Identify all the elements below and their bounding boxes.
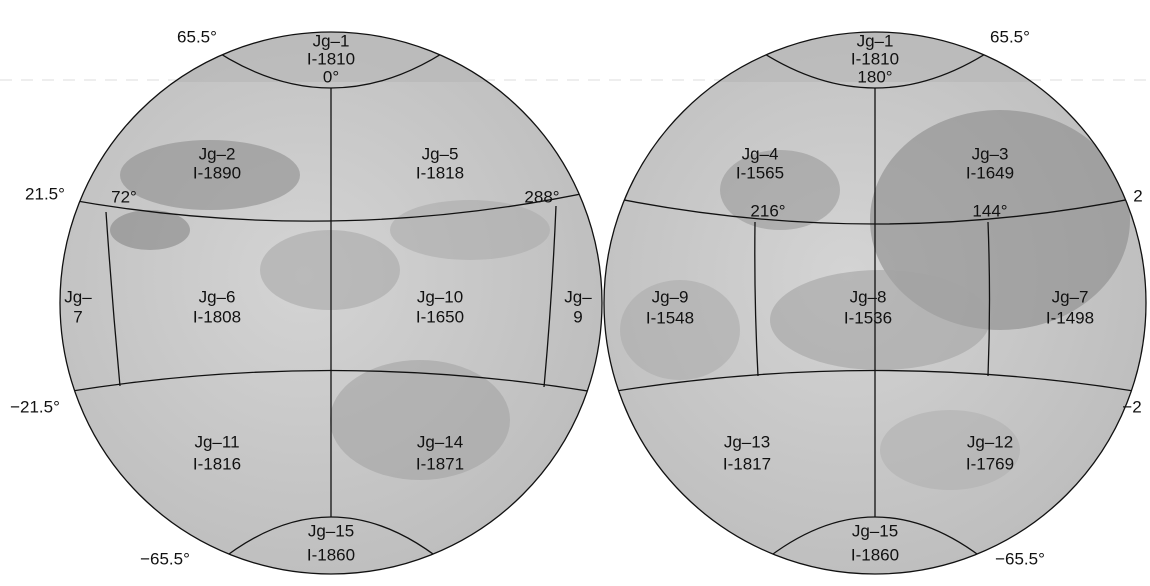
- quadrangle-label: I-1649: [966, 163, 1014, 182]
- quadrangle-label: Jg–3: [972, 144, 1009, 163]
- quadrangle-label: 180°: [857, 67, 892, 86]
- quadrangle-label: Jg–: [64, 287, 92, 306]
- quadrangle-label: I-1810: [851, 49, 899, 68]
- quadrangle-label: I-1536: [844, 308, 892, 327]
- quadrangle-label: Jg–1: [313, 31, 350, 50]
- quadrangle-label: 0°: [323, 67, 339, 86]
- quadrangle-label: I-1817: [723, 454, 771, 473]
- quadrangle-label: I-1498: [1046, 308, 1094, 327]
- quadrangle-label: I-1769: [966, 454, 1014, 473]
- quadrangle-label: Jg–2: [199, 144, 236, 163]
- coordinate-label: −65.5°: [995, 549, 1045, 568]
- quadrangle-label: I-1871: [416, 454, 464, 473]
- quadrangle-label: Jg–7: [1052, 287, 1089, 306]
- quadrangle-label: Jg–11: [194, 432, 239, 451]
- quadrangle-label: Jg–: [564, 287, 592, 306]
- coordinate-label: −65.5°: [140, 549, 190, 568]
- quadrangle-label: I-1860: [851, 545, 899, 564]
- coordinate-label: 21.5°: [25, 184, 65, 203]
- quadrangle-label: I-1565: [736, 163, 784, 182]
- quadrangle-label: Jg–9: [652, 287, 689, 306]
- quadrangle-label: Jg–10: [417, 287, 463, 306]
- coordinate-label: −21.5°: [10, 397, 60, 416]
- quadrangle-label: 7: [73, 307, 82, 326]
- coordinate-label: 2: [1133, 186, 1142, 205]
- coordinate-label: 65.5°: [177, 27, 217, 46]
- quadrangle-label: Jg–14: [417, 432, 463, 451]
- quadrangle-label: Jg–12: [967, 432, 1013, 451]
- coordinate-label: 144°: [972, 201, 1007, 220]
- coordinate-label: 288°: [524, 187, 559, 206]
- quadrangle-label: 9: [573, 307, 582, 326]
- quadrangle-label: I-1808: [193, 307, 241, 326]
- quadrangle-label: I-1818: [416, 163, 464, 182]
- quadrangle-label: I-1548: [646, 308, 694, 327]
- quadrangle-label: I-1890: [193, 163, 241, 182]
- coordinate-label: 72°: [111, 187, 137, 206]
- quadrangle-label: Jg–5: [422, 144, 459, 163]
- coordinate-label: 216°: [750, 201, 785, 220]
- globe-outline: [603, 31, 1147, 575]
- coordinate-label: −2: [1122, 397, 1141, 416]
- quadrangle-label: Jg–13: [724, 432, 770, 451]
- quadrangle-label: Jg–8: [850, 287, 887, 306]
- quadrangle-label: I-1810: [307, 49, 355, 68]
- quadrangle-label: I-1816: [193, 454, 241, 473]
- globe-outline: [59, 31, 603, 575]
- quadrangle-label: Jg–6: [199, 287, 236, 306]
- quadrangle-label: Jg–15: [308, 521, 354, 540]
- quadrangle-label: I-1650: [416, 307, 464, 326]
- quadrangle-label: I-1860: [307, 545, 355, 564]
- quadrangle-label: Jg–4: [742, 144, 779, 163]
- quadrangle-label: Jg–1: [857, 31, 894, 50]
- coordinate-label: 65.5°: [990, 27, 1030, 46]
- left-hemisphere: [59, 31, 603, 575]
- quadrangle-label: Jg–15: [852, 521, 898, 540]
